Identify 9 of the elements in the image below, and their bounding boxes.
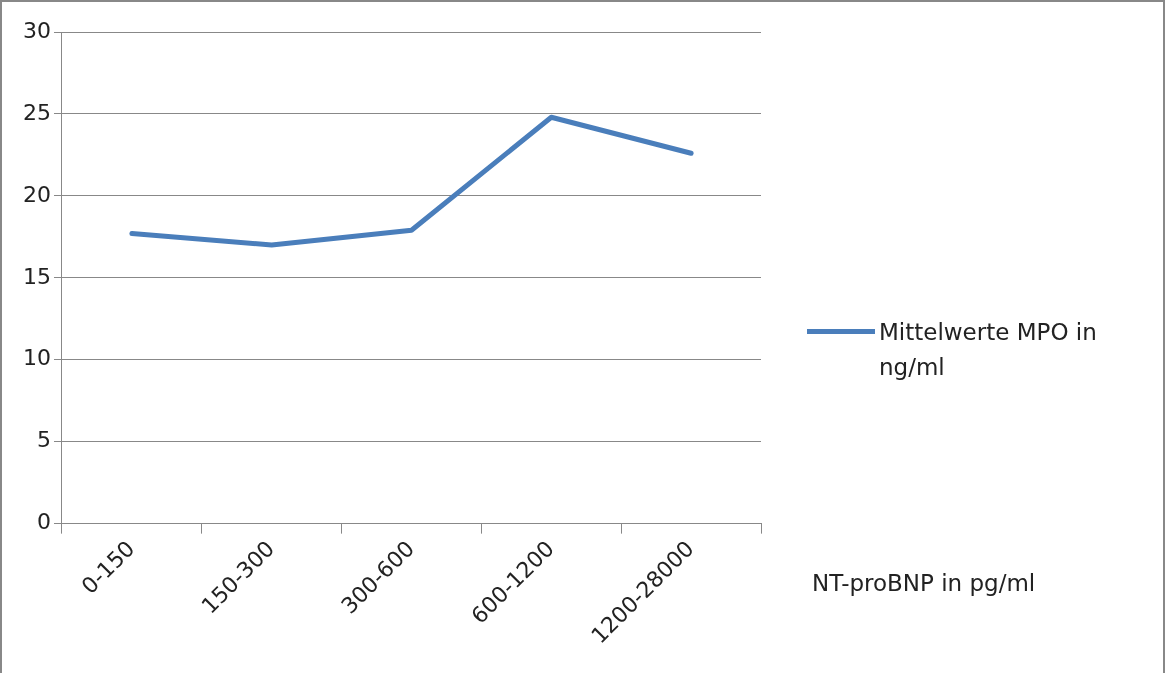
y-tick-label: 5 [36,427,51,453]
y-tick-label: 10 [22,345,51,371]
legend-label: Mittelwerte MPO in ng/ml [879,318,1098,382]
x-axis-title: NT-proBNP in pg/ml [812,570,1036,596]
y-tick-label: 25 [22,99,51,125]
y-tick-label: 0 [36,509,51,535]
y-tick-label: 15 [22,263,51,289]
y-tick-label: 30 [22,17,51,43]
y-tick-label: 20 [22,181,51,207]
